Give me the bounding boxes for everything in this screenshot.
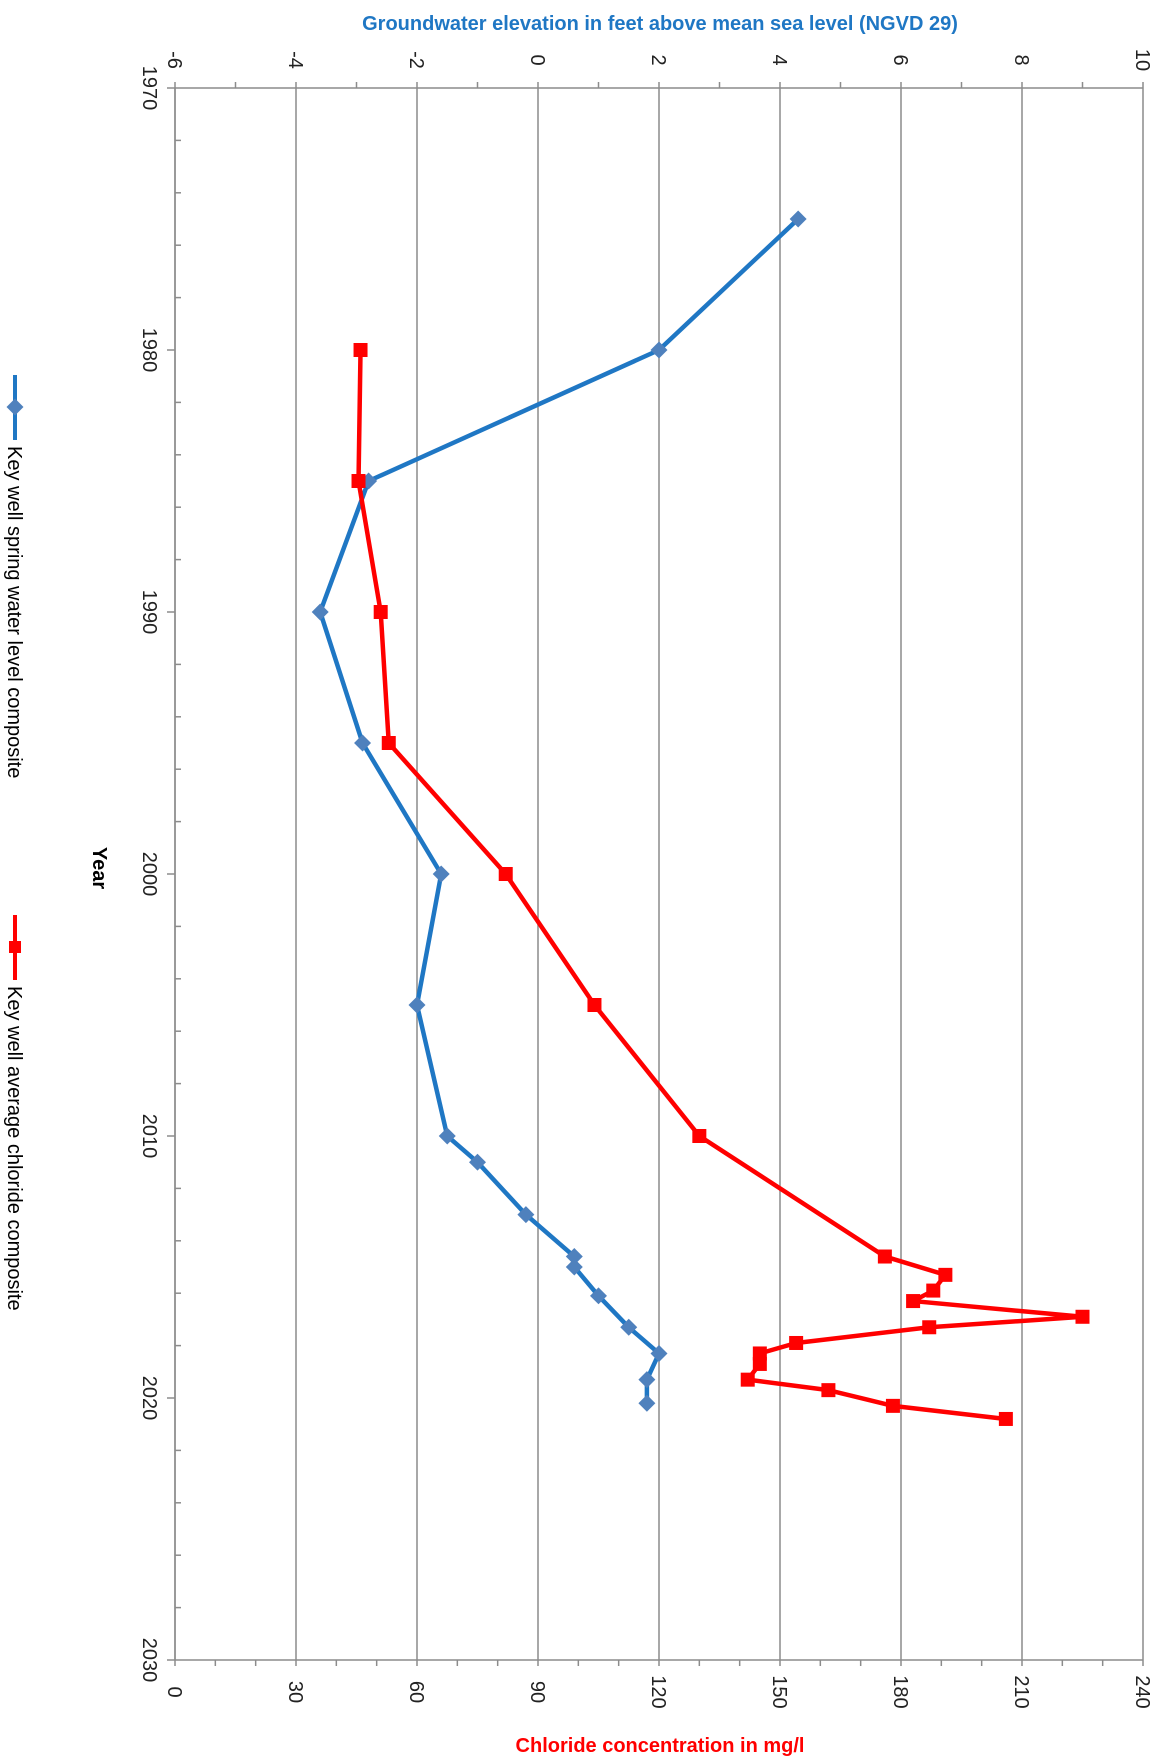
data-point-chloride bbox=[877, 1249, 892, 1264]
data-point-water-level bbox=[408, 996, 426, 1014]
legend-item-chloride: Key well average chloride composite bbox=[3, 915, 25, 1311]
legend-label-chloride: Key well average chloride composite bbox=[3, 986, 25, 1311]
right-axis-tick-label: 30 bbox=[284, 1681, 306, 1703]
left-axis-tick-label: 2 bbox=[647, 54, 669, 65]
right-axis-tick-label: 150 bbox=[768, 1675, 790, 1708]
left-axis-tick-label: 10 bbox=[1131, 49, 1153, 71]
left-axis-title: Groundwater elevation in feet above mean… bbox=[362, 13, 958, 35]
data-point-chloride bbox=[752, 1356, 767, 1371]
data-point-chloride bbox=[373, 605, 388, 619]
left-axis-tick-label: 8 bbox=[1010, 54, 1032, 65]
right-axis-tick-label: 0 bbox=[163, 1686, 185, 1697]
right-axis-title: Chloride concentration in mg/l bbox=[516, 1735, 805, 1757]
left-axis-tick-label: 4 bbox=[768, 54, 790, 65]
year-tick-label: 2020 bbox=[138, 1376, 160, 1421]
right-axis-tick-label: 90 bbox=[526, 1681, 548, 1703]
data-point-chloride bbox=[740, 1372, 755, 1387]
data-point-chloride bbox=[353, 343, 368, 357]
data-point-water-level bbox=[789, 210, 807, 228]
data-point-chloride bbox=[906, 1294, 921, 1309]
data-point-chloride bbox=[351, 474, 366, 488]
data-point-water-level bbox=[650, 1344, 668, 1362]
x-axis-title: Year bbox=[88, 847, 110, 889]
data-point-chloride bbox=[998, 1411, 1013, 1426]
grid-lines bbox=[174, 88, 1144, 1660]
right-axis-tick-label: 180 bbox=[889, 1675, 911, 1708]
legend: Key well spring water level composite Ke… bbox=[3, 375, 25, 1311]
data-point-water-level bbox=[311, 603, 329, 621]
data-point-water-level bbox=[620, 1318, 638, 1336]
data-point-chloride bbox=[938, 1267, 953, 1282]
left-axis-tick-label: -6 bbox=[163, 51, 185, 69]
legend-marker-chloride bbox=[9, 941, 21, 953]
data-point-chloride bbox=[498, 867, 513, 881]
left-axis-tick-label: 6 bbox=[889, 54, 911, 65]
data-point-chloride bbox=[885, 1398, 900, 1413]
data-point-chloride bbox=[821, 1383, 836, 1398]
year-tick-label: 2030 bbox=[138, 1638, 160, 1683]
data-point-water-level bbox=[565, 1258, 583, 1276]
year-tick-label: 1980 bbox=[138, 328, 160, 373]
right-axis-tick-label: 210 bbox=[1010, 1675, 1032, 1708]
year-tick-label: 2000 bbox=[138, 852, 160, 897]
year-tick-label: 1970 bbox=[138, 66, 160, 111]
data-point-chloride bbox=[922, 1320, 937, 1335]
series-line-water-level bbox=[317, 217, 800, 1404]
data-point-chloride bbox=[587, 998, 602, 1012]
data-point-water-level bbox=[517, 1206, 535, 1224]
left-axis-tick-label: -2 bbox=[405, 51, 427, 69]
data-point-water-level bbox=[432, 865, 450, 883]
series-line-chloride bbox=[356, 349, 1085, 1422]
left-axis-tick-label: 0 bbox=[526, 54, 548, 65]
right-axis-tick-label: 120 bbox=[647, 1675, 669, 1708]
tick-labels: 1970 1980 1990 2000 2010 2020 2030 -6 -4 -2 0 2 4 6 8 1… bbox=[138, 49, 1153, 1709]
legend-label-water-level: Key well spring water level composite bbox=[3, 446, 25, 778]
data-point-water-level bbox=[638, 1394, 656, 1412]
data-point-chloride bbox=[381, 736, 396, 750]
data-point-water-level bbox=[354, 734, 372, 752]
legend-marker-water-level bbox=[6, 398, 24, 416]
data-point-water-level bbox=[565, 1248, 583, 1266]
right-axis-tick-label: 60 bbox=[405, 1681, 427, 1703]
data-point-water-level bbox=[638, 1371, 656, 1389]
series bbox=[311, 210, 1090, 1426]
data-point-chloride bbox=[789, 1335, 804, 1350]
legend-item-water-level: Key well spring water level composite bbox=[3, 375, 25, 778]
data-point-chloride bbox=[1075, 1309, 1090, 1324]
data-point-chloride bbox=[692, 1129, 707, 1143]
year-tick-label: 1990 bbox=[138, 590, 160, 635]
year-tick-label: 2010 bbox=[138, 1114, 160, 1159]
right-axis-tick-label: 240 bbox=[1131, 1675, 1153, 1708]
data-point-water-level bbox=[590, 1287, 607, 1305]
data-point-water-level bbox=[650, 341, 668, 359]
left-axis-tick-label: -4 bbox=[284, 51, 306, 69]
data-point-chloride bbox=[926, 1283, 941, 1298]
axes bbox=[167, 82, 1144, 1666]
